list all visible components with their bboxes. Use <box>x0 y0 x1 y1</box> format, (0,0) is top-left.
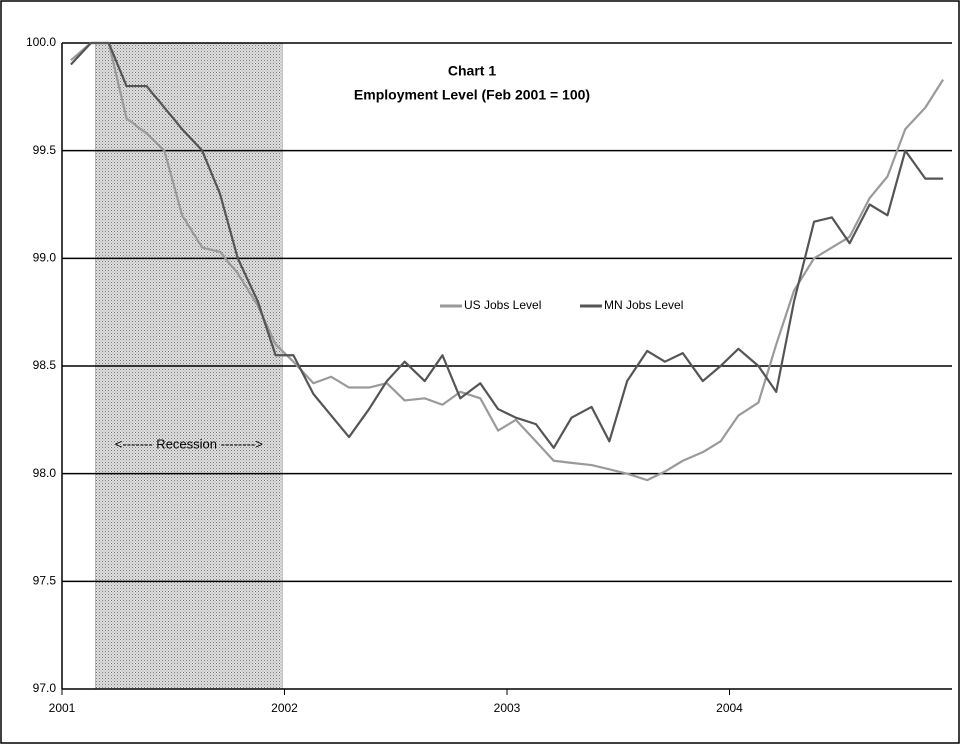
y-tick-label: 98.0 <box>33 466 57 480</box>
y-tick-label: 99.0 <box>33 251 57 265</box>
y-tick-label: 99.5 <box>33 143 57 157</box>
x-tick-label: 2003 <box>494 701 521 715</box>
y-tick-label: 100.0 <box>26 35 56 49</box>
y-tick-label: 97.0 <box>33 681 57 695</box>
chart-subtitle: Employment Level (Feb 2001 = 100) <box>354 87 590 103</box>
y-tick-label: 97.5 <box>33 574 57 588</box>
x-tick-label: 2001 <box>49 701 76 715</box>
legend-label: US Jobs Level <box>464 298 541 312</box>
recession-label: <------- Recession --------> <box>115 436 263 451</box>
chart-title: Chart 1 <box>448 63 496 79</box>
x-tick-label: 2004 <box>716 701 743 715</box>
legend-label: MN Jobs Level <box>604 298 683 312</box>
x-tick-label: 2002 <box>271 701 298 715</box>
series-line <box>70 41 944 449</box>
y-tick-label: 98.5 <box>33 358 57 372</box>
